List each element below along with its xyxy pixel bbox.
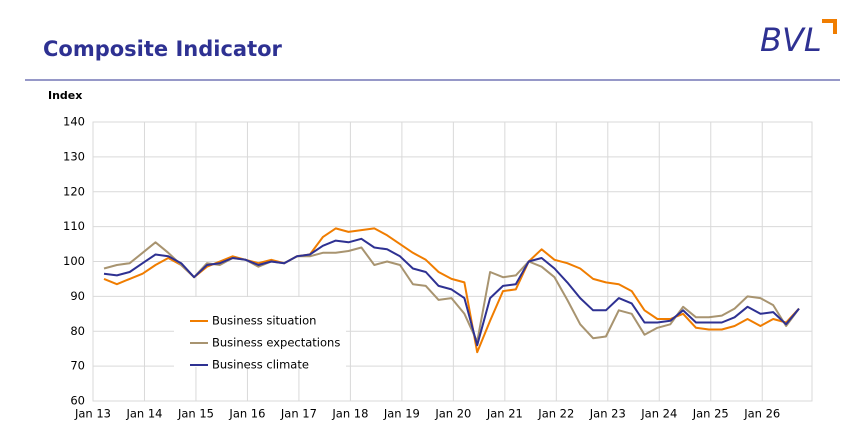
y-axis-label: Index (48, 89, 82, 102)
x-tick-label: Jan 18 (331, 407, 368, 421)
page-title: Composite Indicator (43, 37, 283, 61)
logo: BVL (760, 21, 822, 59)
y-tick-label: 90 (70, 289, 85, 303)
x-tick-label: Jan 17 (280, 407, 317, 421)
y-tick-label: 120 (63, 184, 85, 198)
x-tick-label: Jan 19 (383, 407, 420, 421)
x-tick-label: Jan 13 (74, 407, 111, 421)
plot-border (92, 121, 813, 402)
y-tick-label: 110 (63, 219, 85, 233)
legend-box (174, 297, 346, 367)
y-tick-label: 140 (63, 115, 85, 129)
x-tick-label: Jan 16 (228, 407, 265, 421)
y-tick-label: 70 (70, 359, 85, 373)
x-tick-label: Jan 21 (486, 407, 523, 421)
series-line (103, 241, 800, 343)
x-tick-label: Jan 22 (537, 407, 574, 421)
x-tick-label: Jan 24 (640, 407, 677, 421)
x-tick-label: Jan 25 (692, 407, 729, 421)
y-tick-label: 130 (63, 149, 85, 163)
x-tick-label: Jan 26 (743, 407, 780, 421)
y-tick-label: 100 (63, 254, 85, 268)
legend-label: Business situation (212, 314, 316, 328)
legend-label: Business expectations (212, 336, 340, 350)
series-line (103, 237, 800, 347)
y-tick-label: 60 (70, 394, 85, 408)
x-tick-label: Jan 14 (125, 407, 162, 421)
logo-mark (822, 19, 837, 34)
x-tick-label: Jan 23 (589, 407, 626, 421)
series-line (103, 227, 800, 354)
y-tick-label: 80 (70, 324, 85, 338)
x-tick-label: Jan 15 (177, 407, 214, 421)
x-tick-label: Jan 20 (434, 407, 471, 421)
legend-label: Business climate (212, 358, 309, 372)
